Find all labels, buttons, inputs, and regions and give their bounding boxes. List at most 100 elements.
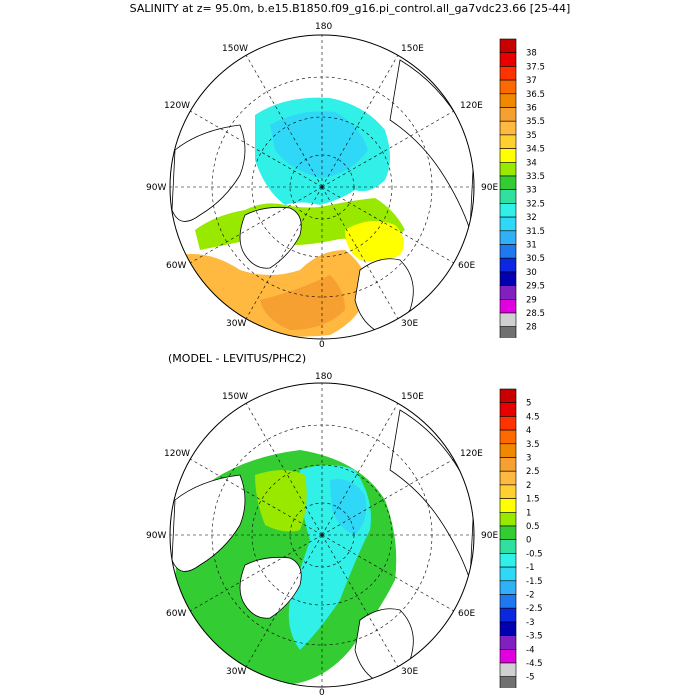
top-legend-label: 32.5 [526,199,545,209]
bottom-legend-label: -1.5 [526,577,543,587]
lon-label-30w-bottom: 30W [226,667,246,677]
top-legend-swatch [499,189,517,204]
bottom-legend-label: 2.5 [526,467,540,477]
bottom-legend-swatch [499,607,517,623]
top-legend-label: 34.5 [526,145,545,155]
lon-label-180-bottom: 180 [315,372,332,382]
top-legend-swatch [499,148,517,163]
top-legend-swatch [499,38,517,53]
bottom-legend-swatch [499,484,517,499]
top-legend-swatch [499,203,517,218]
bottom-panel-title: (MODEL - LEVITUS/PHC2) [168,352,307,365]
lon-label-90w: 90W [146,183,166,193]
top-legend-swatch [499,244,517,259]
bottom-legend-swatch [499,498,517,513]
siberia-landmass [389,59,474,231]
top-legend-label: 30 [526,268,537,278]
bottom-legend-label: -2.5 [526,604,543,614]
top-panel-title: SALINITY at z= 95.0m, b.e15.B1850.f09_g1… [129,2,571,15]
top-polar-map: 180 150W 150E 120W 120E 90W 90E 60W 60E … [146,22,498,350]
bottom-legend-label: 3.5 [526,440,540,450]
top-legend-label: 34 [526,158,537,168]
bottom-legend-swatch [499,635,517,650]
ocean-salinity-field-fresh [270,111,368,178]
top-legend-label: 30.5 [526,254,545,264]
top-legend-swatch [499,175,517,190]
lon-label-60e-bottom: 60E [458,609,475,619]
difference-field-negative [330,479,367,535]
top-legend-swatch [499,66,517,81]
lon-label-120w: 120W [164,101,190,111]
bottom-legend-label: -1 [526,563,534,573]
bottom-legend-label: 2 [526,481,531,491]
top-legend-swatch [499,107,517,122]
bottom-legend-swatch [499,676,517,688]
bottom-legend-label: -4 [526,645,534,655]
bottom-legend-swatch [499,443,517,458]
top-legend-label: 36 [526,104,537,114]
bottom-legend-label: 1.5 [526,495,540,505]
lon-label-60w: 60W [166,261,186,271]
lon-label-150w-bottom: 150W [222,392,248,402]
siberia-landmass-bottom [389,409,474,581]
top-legend-label: 35.5 [526,117,545,127]
top-legend-label: 35 [526,131,537,141]
top-legend-label: 29 [526,295,537,305]
bottom-legend-swatch [499,416,517,431]
bottom-legend-label: -0.5 [526,549,543,559]
top-legend-swatch [499,257,517,273]
lon-label-120w-bottom: 120W [164,449,190,459]
top-legend-swatch [499,120,517,136]
top-legend-swatch [499,93,517,108]
bottom-polar-map: 180 150W 150E 120W 120E 90W 90E 60W 60E … [146,372,498,698]
top-legend-label: 28.5 [526,309,545,319]
lon-label-30e: 30E [401,319,418,329]
top-legend-swatch [499,216,517,232]
bottom-legend-label: -3.5 [526,632,543,642]
north-america-landmass [171,124,246,222]
greenland-landmass-bottom [239,556,302,619]
top-legend-label: 31.5 [526,227,545,237]
bottom-legend-swatch [499,402,517,417]
lon-label-90e-bottom: 90E [481,531,498,541]
top-legend-swatch [499,134,517,149]
bottom-legend-label: -2 [526,591,534,601]
bottom-legend-swatch [499,580,517,595]
bottom-legend-label: -3 [526,618,534,628]
top-legend-label: 37.5 [526,62,545,72]
top-legend-label: 28 [526,323,537,333]
lon-label-150w: 150W [222,44,248,54]
top-legend-swatch [499,230,517,245]
top-legend-swatch [499,162,517,177]
bottom-legend-swatch [499,525,517,540]
top-legend-label: 33 [526,186,537,196]
bottom-legend-swatch [499,648,517,664]
lon-label-120e: 120E [460,101,483,111]
lon-label-180: 180 [315,22,332,32]
lon-label-30e-bottom: 30E [401,667,418,677]
lon-label-0-bottom: 0 [319,688,325,698]
bottom-legend-swatch [499,553,517,568]
bottom-legend-label: 4 [526,426,531,436]
lon-label-30w: 30W [226,319,246,329]
top-legend-swatch [499,52,517,67]
bottom-legend-swatch [499,594,517,609]
bottom-legend-swatch [499,566,517,582]
top-legend-label: 33.5 [526,172,545,182]
bottom-legend-swatch [499,512,517,527]
scandinavia-landmass [354,258,414,331]
top-color-legend: 38 37.5 37 36.5 36 35.5 35 34.5 34 33.5 33 32.5 32 31… [499,38,545,338]
top-legend-swatch [499,326,517,338]
bottom-legend-label: 1 [526,508,531,518]
ocean-salinity-field-yellow [345,221,404,262]
lon-label-150e: 150E [401,44,424,54]
top-legend-swatch [499,79,517,95]
bottom-legend-swatch [499,539,517,554]
lon-label-120e-bottom: 120E [460,449,483,459]
bottom-legend-swatch [499,429,517,445]
top-legend-label: 38 [526,49,537,59]
top-legend-label: 36.5 [526,90,545,100]
top-legend-label: 32 [526,213,537,223]
greenland-landmass [239,206,302,269]
lon-label-60w-bottom: 60W [166,609,186,619]
